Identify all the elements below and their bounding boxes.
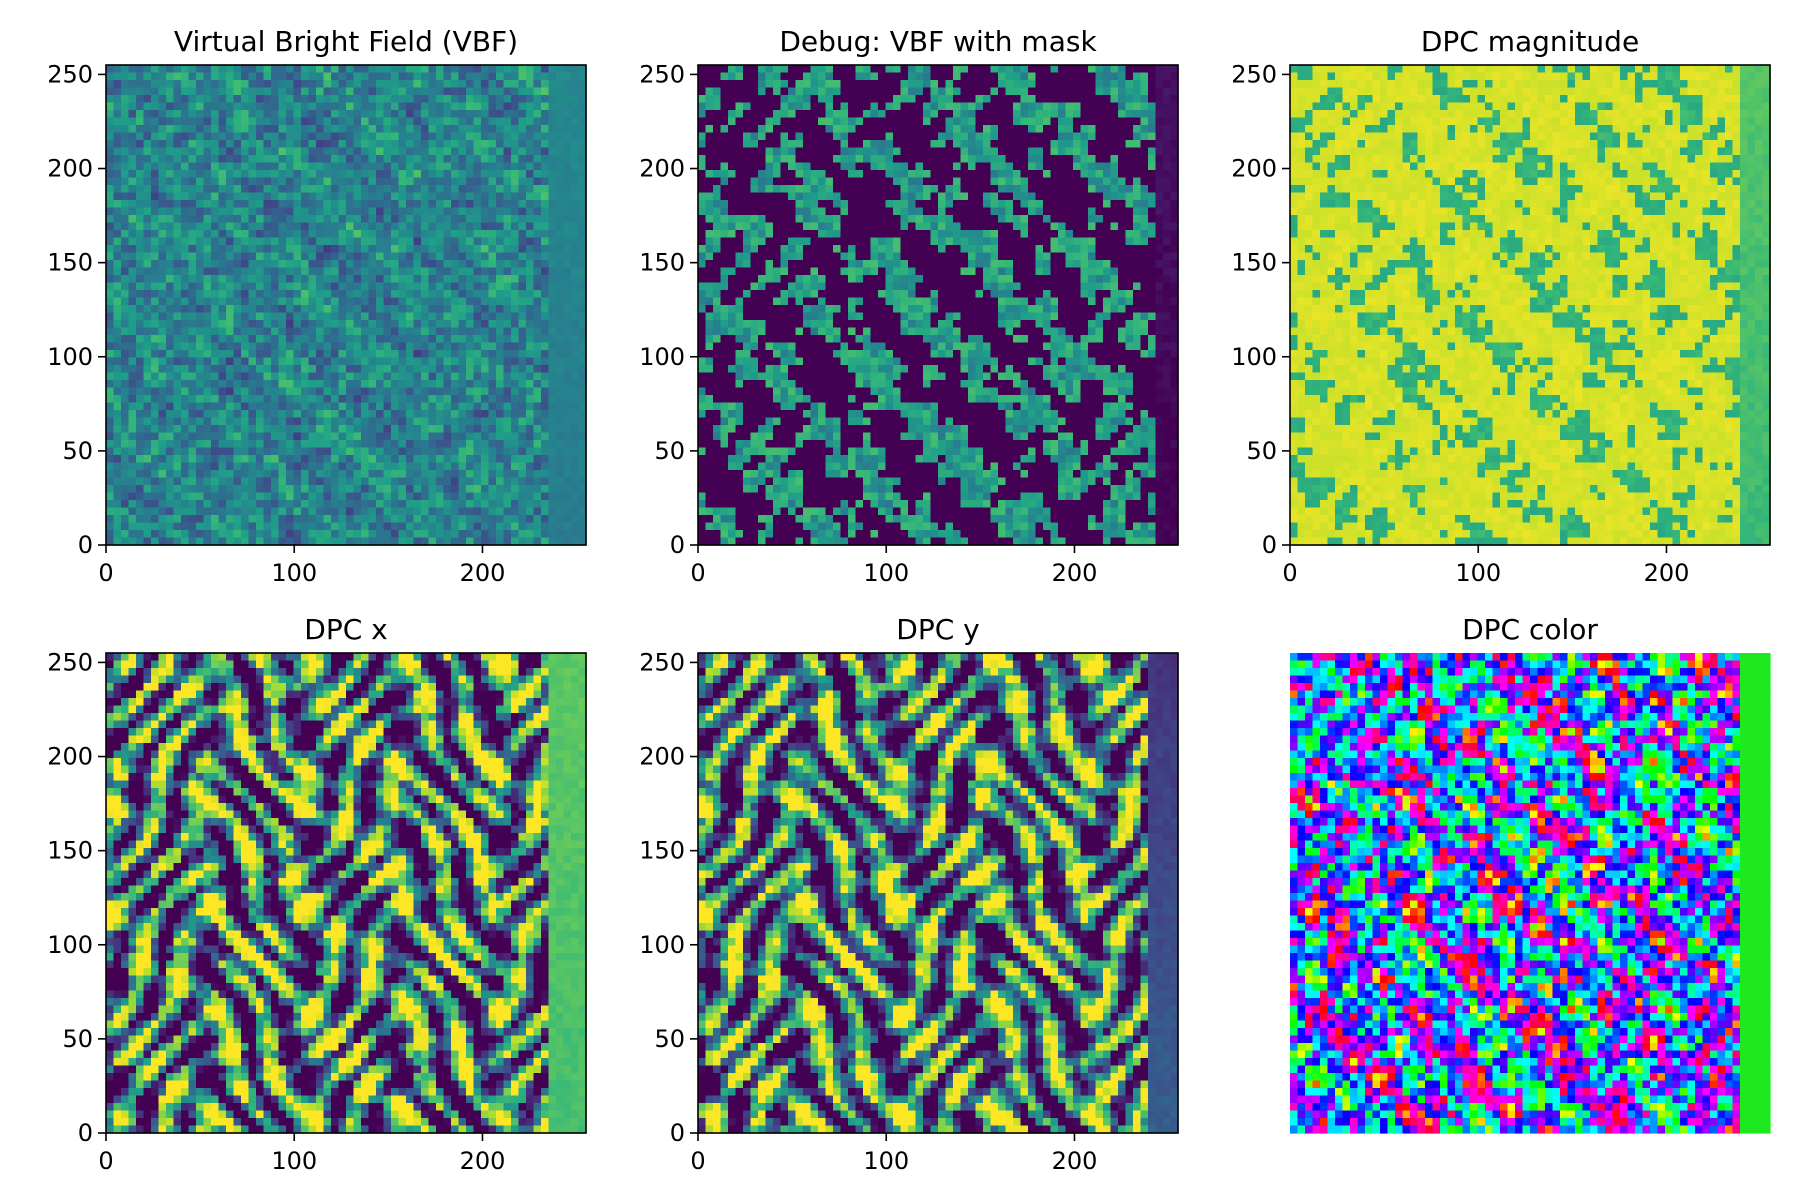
y-tick-label: 250 — [47, 60, 93, 88]
axes-frame — [105, 652, 587, 1134]
axes-frame — [697, 652, 1179, 1134]
y-tick-label: 50 — [1246, 437, 1277, 465]
y-tick-label: 0 — [78, 1119, 93, 1147]
y-tick-label: 250 — [47, 648, 93, 676]
y-tick-label: 50 — [654, 1025, 685, 1053]
subplot-4: DPC x 0 100 200 0 50 100 150 200 250 — [47, 613, 587, 1175]
y-tick-label: 50 — [654, 437, 685, 465]
heatmap-image — [698, 653, 1179, 1134]
heatmap-image — [698, 65, 1179, 546]
y-tick-label: 100 — [639, 343, 685, 371]
y-tick-label: 50 — [62, 1025, 93, 1053]
x-tick-label: 100 — [271, 559, 317, 587]
y-tick-label: 150 — [47, 837, 93, 865]
axes-frame — [1289, 64, 1771, 546]
subplot-6: DPC color — [1290, 613, 1771, 1134]
x-tick-label: 0 — [98, 559, 113, 587]
y-tick-label: 100 — [47, 931, 93, 959]
subplot-5: DPC y 0 100 200 0 50 100 150 200 250 — [639, 613, 1179, 1175]
subplot-3: DPC magnitude 0 100 200 0 50 100 150 200 250 — [1231, 25, 1771, 587]
y-tick-label: 200 — [47, 743, 93, 771]
y-tick-label: 200 — [639, 155, 685, 183]
y-tick-label: 250 — [1231, 60, 1277, 88]
heatmap-image — [106, 653, 587, 1134]
y-tick-label: 0 — [670, 1119, 685, 1147]
subplot-2: Debug: VBF with mask 0 100 200 0 50 100 150 200 2… — [639, 25, 1179, 587]
axes-frame — [697, 64, 1179, 546]
y-tick-label: 150 — [639, 249, 685, 277]
x-tick-label: 0 — [690, 559, 705, 587]
y-tick-label: 100 — [639, 931, 685, 959]
y-tick-label: 0 — [78, 531, 93, 559]
x-tick-label: 200 — [1644, 559, 1690, 587]
subplot-title: Virtual Bright Field (VBF) — [174, 25, 518, 58]
subplot-title: Debug: VBF with mask — [779, 25, 1097, 58]
y-tick-label: 0 — [1262, 531, 1277, 559]
x-tick-label: 200 — [460, 559, 506, 587]
y-tick-label: 150 — [47, 249, 93, 277]
subplot-1: Virtual Bright Field (VBF) 0 100 200 0 50 100 1… — [47, 25, 587, 587]
y-tick-label: 200 — [47, 155, 93, 183]
x-tick-label: 100 — [863, 559, 909, 587]
x-tick-label: 200 — [460, 1147, 506, 1175]
y-tick-label: 200 — [639, 743, 685, 771]
y-tick-label: 200 — [1231, 155, 1277, 183]
x-tick-label: 200 — [1052, 1147, 1098, 1175]
y-tick-label: 100 — [1231, 343, 1277, 371]
x-tick-label: 0 — [690, 1147, 705, 1175]
subplot-title: DPC magnitude — [1421, 25, 1639, 58]
x-tick-label: 100 — [271, 1147, 317, 1175]
x-tick-label: 0 — [98, 1147, 113, 1175]
heatmap-image — [1290, 653, 1771, 1134]
x-tick-label: 0 — [1282, 559, 1297, 587]
x-tick-label: 100 — [863, 1147, 909, 1175]
heatmap-image — [106, 65, 587, 546]
y-tick-label: 50 — [62, 437, 93, 465]
y-tick-label: 250 — [639, 648, 685, 676]
y-tick-label: 250 — [639, 60, 685, 88]
y-tick-label: 150 — [639, 837, 685, 865]
subplot-title: DPC color — [1462, 613, 1598, 646]
axes-frame — [105, 64, 587, 546]
subplot-title: DPC y — [896, 613, 979, 646]
y-tick-label: 100 — [47, 343, 93, 371]
y-tick-label: 150 — [1231, 249, 1277, 277]
y-tick-label: 0 — [670, 531, 685, 559]
heatmap-image — [1290, 65, 1771, 546]
x-tick-label: 200 — [1052, 559, 1098, 587]
subplot-title: DPC x — [304, 613, 387, 646]
x-tick-label: 100 — [1455, 559, 1501, 587]
